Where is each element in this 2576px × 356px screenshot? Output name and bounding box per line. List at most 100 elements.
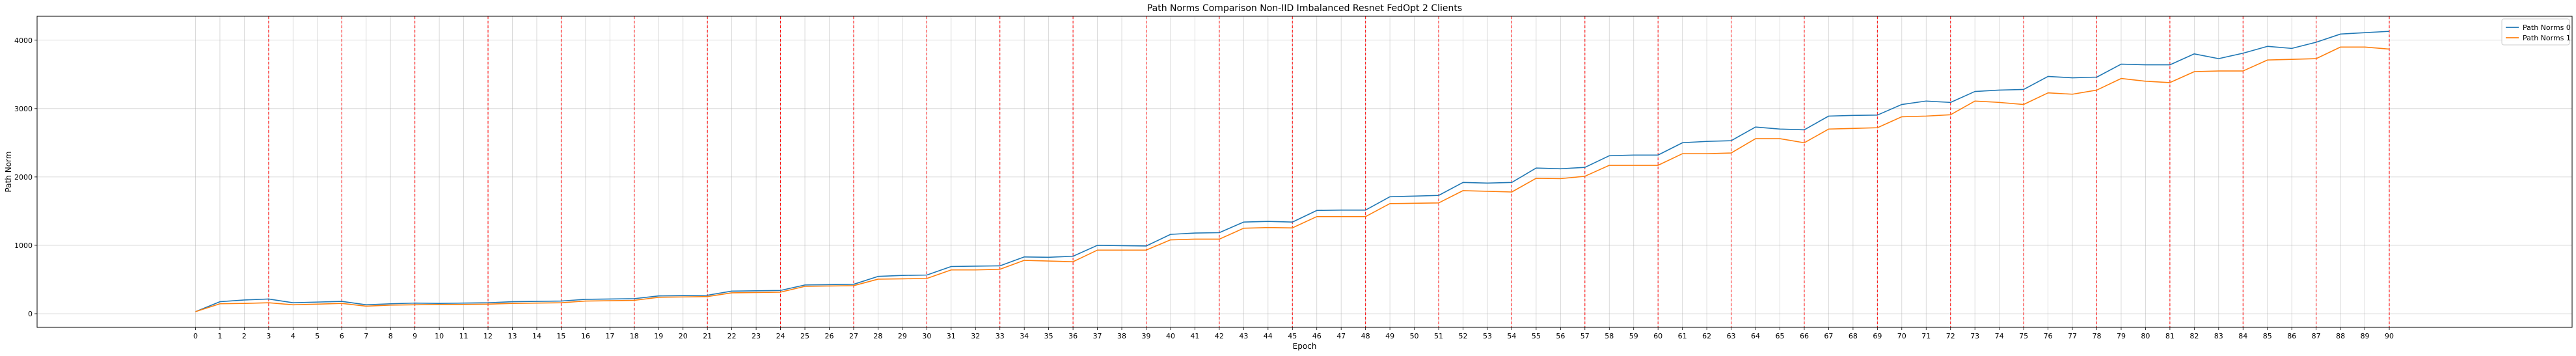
- x-tick-label: 80: [2141, 332, 2150, 340]
- x-tick-label: 42: [1215, 332, 1224, 340]
- y-axis-ticks: 0 1000 2000 3000 4000: [14, 36, 37, 318]
- x-tick-label: 1: [217, 332, 222, 340]
- x-tick-label: 56: [1556, 332, 1565, 340]
- x-tick-label: 10: [435, 332, 444, 340]
- x-tick-label: 53: [1483, 332, 1492, 340]
- x-tick-label: 30: [922, 332, 931, 340]
- x-tick-label: 23: [752, 332, 761, 340]
- x-tick-label: 65: [1776, 332, 1785, 340]
- x-tick-label: 27: [849, 332, 858, 340]
- x-tick-label: 46: [1312, 332, 1322, 340]
- x-tick-label: 43: [1239, 332, 1248, 340]
- x-tick-label: 85: [2263, 332, 2272, 340]
- x-tick-label: 34: [1020, 332, 1029, 340]
- x-tick-label: 51: [1434, 332, 1443, 340]
- x-tick-label: 41: [1190, 332, 1199, 340]
- x-tick-label: 8: [388, 332, 393, 340]
- legend: Path Norms 0 Path Norms 1: [2501, 18, 2571, 46]
- x-tick-label: 44: [1264, 332, 1273, 340]
- y-tick-label: 3000: [14, 105, 33, 113]
- x-tick-label: 59: [1629, 332, 1638, 340]
- x-axis-label: Epoch: [1293, 342, 1317, 351]
- x-tick-label: 3: [266, 332, 271, 340]
- x-tick-label: 0: [193, 332, 198, 340]
- x-tick-label: 13: [508, 332, 517, 340]
- y-axis-label: Path Norm: [4, 152, 13, 193]
- x-tick-label: 86: [2287, 332, 2296, 340]
- x-tick-label: 18: [630, 332, 639, 340]
- series-line-0: [195, 31, 2390, 312]
- x-tick-label: 60: [1653, 332, 1662, 340]
- x-tick-label: 49: [1385, 332, 1394, 340]
- x-tick-label: 5: [315, 332, 319, 340]
- dashed-vertical-markers: [268, 16, 2390, 327]
- x-tick-label: 2: [242, 332, 247, 340]
- x-tick-label: 62: [1702, 332, 1711, 340]
- x-tick-label: 90: [2385, 332, 2394, 340]
- x-tick-label: 31: [947, 332, 956, 340]
- x-tick-label: 12: [483, 332, 493, 340]
- x-tick-label: 50: [1410, 332, 1419, 340]
- y-tick-label: 2000: [14, 173, 33, 182]
- x-tick-label: 32: [971, 332, 980, 340]
- x-tick-label: 64: [1751, 332, 1760, 340]
- x-tick-label: 84: [2238, 332, 2247, 340]
- legend-label-1: Path Norms 1: [2523, 34, 2571, 42]
- x-tick-label: 75: [2019, 332, 2028, 340]
- x-tick-label: 39: [1142, 332, 1151, 340]
- x-tick-label: 9: [413, 332, 417, 340]
- x-tick-label: 79: [2117, 332, 2126, 340]
- x-tick-label: 48: [1361, 332, 1370, 340]
- x-tick-label: 88: [2336, 332, 2345, 340]
- legend-label-0: Path Norms 0: [2523, 23, 2571, 32]
- x-tick-label: 15: [556, 332, 565, 340]
- series-line-1: [195, 46, 2390, 312]
- x-tick-label: 29: [898, 332, 907, 340]
- x-tick-label: 40: [1166, 332, 1175, 340]
- x-tick-label: 21: [703, 332, 712, 340]
- x-tick-label: 11: [459, 332, 468, 340]
- x-tick-label: 36: [1068, 332, 1078, 340]
- chart-title: Path Norms Comparison Non-IID Imbalanced…: [1147, 3, 1462, 14]
- x-tick-label: 7: [364, 332, 368, 340]
- x-tick-label: 38: [1117, 332, 1126, 340]
- plot-frame: [36, 16, 2573, 328]
- x-axis-ticks: 0 1 2 3 4 5 6 7 8 9 10 11 12 13 14 15 16 17 18 19 20 21 22 23 24…: [193, 327, 2394, 340]
- x-tick-label: 47: [1336, 332, 1346, 340]
- x-tick-label: 63: [1727, 332, 1736, 340]
- x-tick-label: 33: [996, 332, 1005, 340]
- x-tick-label: 55: [1532, 332, 1541, 340]
- x-tick-label: 16: [581, 332, 590, 340]
- x-tick-label: 61: [1678, 332, 1687, 340]
- x-tick-label: 6: [340, 332, 344, 340]
- x-tick-label: 22: [727, 332, 737, 340]
- x-tick-label: 57: [1580, 332, 1590, 340]
- y-tick-label: 4000: [14, 36, 33, 45]
- x-tick-label: 66: [1800, 332, 1809, 340]
- x-tick-label: 37: [1093, 332, 1102, 340]
- x-tick-label: 25: [800, 332, 809, 340]
- x-tick-label: 70: [1897, 332, 1906, 340]
- x-tick-label: 26: [825, 332, 834, 340]
- x-tick-label: 19: [654, 332, 663, 340]
- x-tick-label: 4: [291, 332, 295, 340]
- y-tick-label: 0: [28, 310, 33, 318]
- x-tick-label: 78: [2093, 332, 2102, 340]
- x-tick-label: 54: [1507, 332, 1516, 340]
- x-tick-label: 35: [1044, 332, 1053, 340]
- x-tick-label: 52: [1459, 332, 1468, 340]
- x-tick-label: 58: [1605, 332, 1614, 340]
- x-tick-label: 82: [2190, 332, 2199, 340]
- x-tick-label: 74: [1995, 332, 2004, 340]
- x-tick-label: 28: [873, 332, 882, 340]
- x-tick-label: 20: [679, 332, 688, 340]
- x-tick-label: 76: [2044, 332, 2053, 340]
- x-tick-label: 81: [2165, 332, 2175, 340]
- series-lines: [195, 31, 2390, 312]
- x-tick-label: 87: [2312, 332, 2321, 340]
- x-tick-label: 73: [1970, 332, 1979, 340]
- x-tick-label: 77: [2068, 332, 2077, 340]
- legend-box: [2501, 18, 2570, 46]
